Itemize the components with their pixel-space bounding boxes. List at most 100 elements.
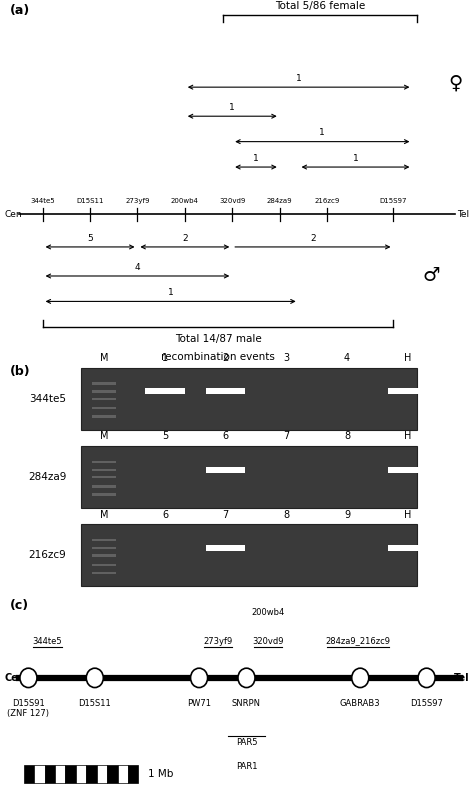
Bar [92,554,116,557]
Bar [92,391,116,393]
Text: 7: 7 [222,509,229,520]
Bar [81,368,417,430]
Text: 216zc9: 216zc9 [314,198,340,204]
Text: 284za9_216zc9: 284za9_216zc9 [325,637,391,646]
Text: 8: 8 [344,432,350,441]
Text: 200wb4: 200wb4 [171,198,199,204]
Bar [65,765,76,784]
Text: ♂: ♂ [423,266,440,286]
Bar [34,765,45,784]
Text: 6: 6 [223,432,228,441]
Bar [388,545,427,550]
Text: 8: 8 [283,509,289,520]
Text: 320vd9: 320vd9 [252,637,283,646]
Text: 6: 6 [162,509,168,520]
Text: M: M [100,432,109,441]
Text: 200wb4: 200wb4 [251,608,284,617]
Text: Total 14/87 male: Total 14/87 male [174,334,262,344]
Bar [206,466,245,473]
Text: 1: 1 [229,102,235,112]
Ellipse shape [20,668,37,688]
Text: H: H [404,353,411,363]
Text: 284za9: 284za9 [267,198,292,204]
Text: Cen: Cen [5,673,26,683]
Text: 344te5: 344te5 [30,198,55,204]
Text: PW71: PW71 [187,699,211,708]
Text: ♀: ♀ [448,74,462,93]
Bar [92,571,116,574]
Bar [92,416,116,417]
Text: 344te5: 344te5 [33,637,62,646]
Text: PAR1: PAR1 [236,762,257,771]
Bar [92,485,116,487]
Text: 2: 2 [222,353,229,363]
Bar [388,388,427,395]
Ellipse shape [418,668,435,688]
Ellipse shape [352,668,369,688]
Text: D15S97: D15S97 [410,699,443,708]
Text: 4: 4 [344,353,350,363]
Text: Cen: Cen [5,210,22,219]
Text: 9: 9 [344,509,350,520]
Bar [92,476,116,479]
Text: M: M [100,353,109,363]
Text: 5: 5 [162,432,168,441]
Bar [45,765,55,784]
Bar [92,469,116,471]
Ellipse shape [191,668,208,688]
Bar [118,765,128,784]
Text: 1: 1 [353,153,358,163]
Bar [76,765,86,784]
Bar [86,765,97,784]
Text: 273yf9: 273yf9 [203,637,233,646]
Text: 320vd9: 320vd9 [219,198,246,204]
Text: Tel: Tel [457,210,469,219]
Text: 2: 2 [182,233,188,243]
Text: 284za9: 284za9 [28,472,66,482]
Text: H: H [404,432,411,441]
Text: 1: 1 [319,128,325,137]
Text: H: H [404,509,411,520]
Text: 1: 1 [168,288,173,297]
Bar [388,466,427,473]
Text: 5: 5 [87,233,93,243]
Text: M: M [100,509,109,520]
Text: D15S97: D15S97 [380,198,407,204]
Bar [92,493,116,495]
Text: SNRPN: SNRPN [232,699,261,708]
Text: recombination events: recombination events [263,0,377,1]
Text: Total 5/86 female: Total 5/86 female [275,1,365,10]
Text: 1 Mb: 1 Mb [148,769,173,780]
Bar [24,765,34,784]
Text: Tel: Tel [454,673,469,683]
Text: 273yf9: 273yf9 [125,198,150,204]
Bar [206,545,245,550]
Bar [146,388,184,395]
Ellipse shape [238,668,255,688]
Text: 3: 3 [283,353,289,363]
Text: 1: 1 [296,73,301,83]
Text: GABRAB3: GABRAB3 [340,699,381,708]
Bar [92,398,116,400]
Text: (a): (a) [9,3,30,17]
Text: 1: 1 [162,353,168,363]
Text: 4: 4 [135,262,140,272]
Text: PAR5: PAR5 [236,738,257,746]
Text: recombination events: recombination events [161,352,275,362]
Bar [128,765,138,784]
Bar [92,547,116,549]
Text: (b): (b) [9,366,30,378]
Text: 216zc9: 216zc9 [28,550,66,560]
Bar [81,446,417,508]
Bar [206,388,245,395]
Text: 344te5: 344te5 [29,394,66,404]
Bar [55,765,65,784]
Bar [107,765,118,784]
Bar [92,461,116,463]
Bar [81,525,417,586]
Text: D15S11: D15S11 [76,198,104,204]
Bar [97,765,107,784]
Text: 7: 7 [283,432,290,441]
Bar [92,383,116,385]
Text: (c): (c) [9,599,28,612]
